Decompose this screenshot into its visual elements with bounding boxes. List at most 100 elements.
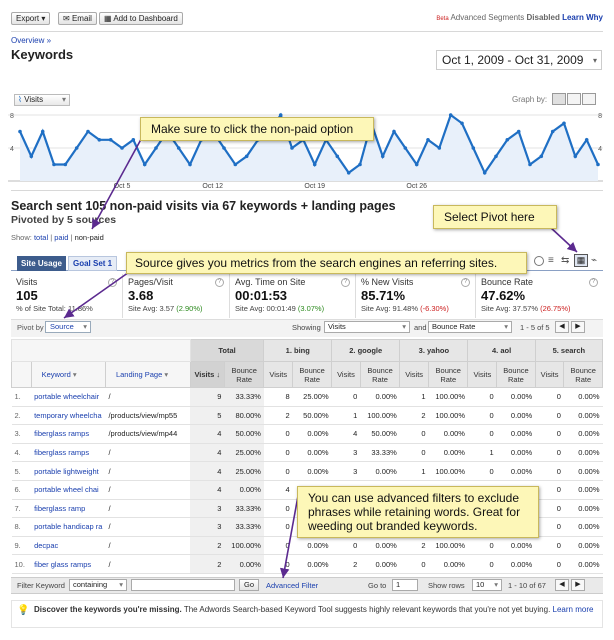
landing-page-column-header[interactable]: Landing Page ▾ <box>104 361 191 388</box>
total-visits-header[interactable]: Visits ↓ <box>189 361 225 388</box>
visits-point[interactable] <box>233 162 238 167</box>
breadcrumb[interactable]: Overview » <box>11 36 52 45</box>
visits-point[interactable] <box>120 146 124 150</box>
landing-page-cell[interactable]: / <box>105 480 191 500</box>
visits-point[interactable] <box>550 129 555 134</box>
add-to-dashboard-button[interactable]: ▦ Add to Dashboard <box>99 12 183 25</box>
pivot-prev-button[interactable]: ◀ <box>555 321 569 333</box>
landing-page-cell[interactable]: / <box>105 554 191 574</box>
visits-point[interactable] <box>539 154 544 159</box>
visits-point[interactable] <box>244 154 249 159</box>
tab-site-usage[interactable]: Site Usage <box>17 256 66 271</box>
help-icon[interactable]: ? <box>108 278 117 287</box>
keyword-cell[interactable]: portable lightweight <box>31 461 106 481</box>
pie-view-icon[interactable] <box>534 256 544 266</box>
visits-point[interactable] <box>40 129 45 134</box>
visits-point[interactable] <box>18 129 22 134</box>
visits-point[interactable] <box>596 162 600 167</box>
help-icon[interactable]: ? <box>215 278 224 287</box>
landing-page-cell[interactable]: / <box>105 443 191 463</box>
visits-point[interactable] <box>131 138 136 142</box>
graph-by-week-button[interactable] <box>567 93 581 105</box>
keyword-column-header[interactable]: Keyword ▾ <box>30 361 106 388</box>
keyword-cell[interactable]: fiberglass ramps <box>31 424 106 444</box>
yahoo-bounce-header[interactable]: Bounce Rate <box>427 361 469 388</box>
pivot-source-select[interactable]: Source ▾ <box>45 321 91 333</box>
help-icon[interactable]: ? <box>461 278 470 287</box>
filter-go-button[interactable]: Go <box>239 579 260 591</box>
advanced-filter-link[interactable]: Advanced Filter <box>266 581 319 590</box>
show-rows-select[interactable]: 10 ▾ <box>472 579 502 591</box>
landing-page-cell[interactable]: /products/view/mp55 <box>105 406 191 426</box>
keyword-cell[interactable]: fiberglass ramp <box>31 499 106 519</box>
visits-point[interactable] <box>176 146 181 150</box>
landing-page-cell[interactable]: / <box>105 499 191 519</box>
aol-visits-header[interactable]: Visits <box>467 361 498 388</box>
landing-page-cell[interactable]: /products/view/mp44 <box>105 424 191 444</box>
keyword-cell[interactable]: portable wheel chai <box>31 480 106 500</box>
yahoo-visits-header[interactable]: Visits <box>399 361 429 388</box>
second-metric-select[interactable]: Bounce Rate ▾ <box>428 321 512 333</box>
help-icon[interactable]: ? <box>589 278 598 287</box>
visits-point[interactable] <box>380 154 385 159</box>
visits-point[interactable] <box>52 162 56 167</box>
bing-visits-header[interactable]: Visits <box>263 361 294 388</box>
landing-page-cell[interactable]: / <box>105 387 191 407</box>
graph-by-month-button[interactable] <box>582 93 596 105</box>
tab-goal-set-1[interactable]: Goal Set 1 <box>68 256 118 271</box>
pivot-next-button[interactable]: ▶ <box>571 321 585 333</box>
help-icon[interactable]: ? <box>341 278 350 287</box>
advanced-segments-label[interactable]: Advanced Segments <box>450 13 525 22</box>
visits-point[interactable] <box>346 171 351 175</box>
keyword-cell[interactable]: temporary wheelcha <box>31 406 106 426</box>
visits-point[interactable] <box>63 162 68 167</box>
visits-point[interactable] <box>460 121 464 126</box>
visits-point[interactable] <box>494 154 498 159</box>
learn-why-link[interactable]: Learn Why <box>562 13 603 22</box>
bing-bounce-header[interactable]: Bounce Rate <box>292 361 333 388</box>
visits-point[interactable] <box>573 154 578 159</box>
visits-point[interactable] <box>142 162 147 167</box>
search-bounce-header[interactable]: Bounce Rate <box>563 361 603 388</box>
visits-point[interactable] <box>358 162 362 167</box>
visits-point[interactable] <box>278 113 283 117</box>
keyword-cell[interactable]: fiber glass ramps <box>31 554 106 574</box>
visits-point[interactable] <box>392 129 396 134</box>
keyword-cell[interactable]: portable handicap ra <box>31 517 106 537</box>
performance-view-icon[interactable]: ≡ <box>548 255 554 266</box>
aol-bounce-header[interactable]: Bounce Rate <box>496 361 536 388</box>
visits-point[interactable] <box>108 138 113 142</box>
visits-point[interactable] <box>29 154 34 159</box>
visits-point[interactable] <box>403 146 408 150</box>
visits-point[interactable] <box>335 154 340 159</box>
visits-point[interactable] <box>516 129 521 134</box>
showing-metric-select[interactable]: Visits ▾ <box>324 321 410 333</box>
visits-point[interactable] <box>86 129 90 134</box>
visits-point[interactable] <box>154 146 158 150</box>
visits-point[interactable] <box>290 146 294 150</box>
visits-point[interactable] <box>414 162 419 167</box>
google-bounce-header[interactable]: Bounce Rate <box>359 361 401 388</box>
date-range-picker[interactable]: Oct 1, 2009 - Oct 31, 2009 ▾ <box>436 50 602 70</box>
visits-point[interactable] <box>74 146 79 150</box>
visits-point[interactable] <box>188 162 192 167</box>
keyword-cell[interactable]: fiberglass ramps <box>31 443 106 463</box>
keyword-cell[interactable]: decpac <box>31 536 106 556</box>
filter-keyword-input[interactable] <box>131 579 235 591</box>
visits-point[interactable] <box>222 146 226 150</box>
export-button[interactable]: Export ▾ <box>11 12 51 25</box>
visits-point[interactable] <box>482 171 487 175</box>
visits-point[interactable] <box>437 146 442 150</box>
email-button[interactable]: ✉ Email <box>58 12 97 25</box>
filter-match-select[interactable]: containing ▾ <box>69 579 127 591</box>
visits-point[interactable] <box>97 138 102 142</box>
landing-page-cell[interactable]: / <box>105 461 191 481</box>
search-visits-header[interactable]: Visits <box>534 361 565 388</box>
sparkline-view-icon[interactable]: ⌁ <box>591 255 598 266</box>
show-paid-link[interactable]: paid <box>54 233 69 242</box>
visits-point[interactable] <box>505 138 510 142</box>
graph-by-day-button[interactable] <box>552 93 566 105</box>
visits-point[interactable] <box>448 113 453 117</box>
visits-point[interactable] <box>426 138 430 142</box>
google-visits-header[interactable]: Visits <box>331 361 361 388</box>
